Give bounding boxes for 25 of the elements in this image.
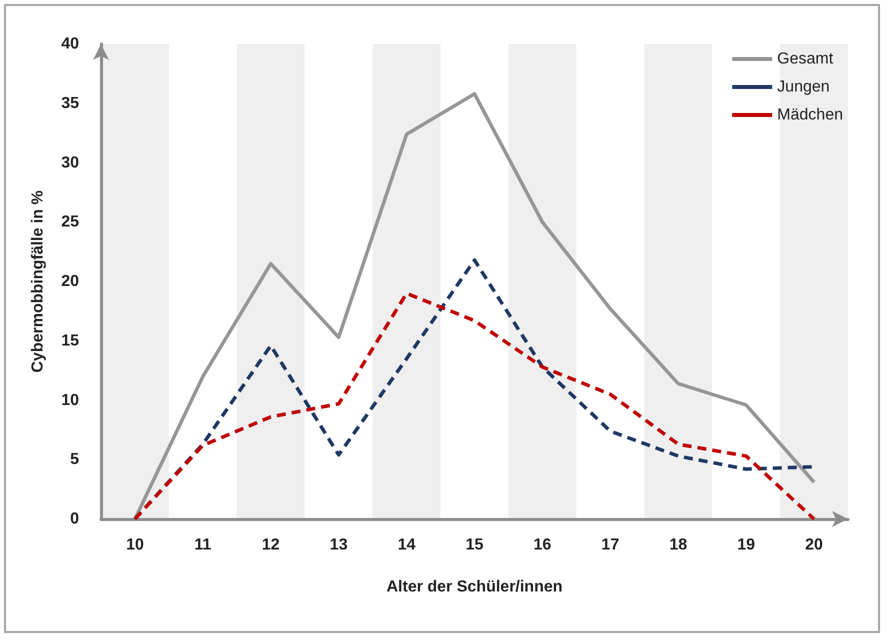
x-tick-label: 15 — [466, 536, 484, 554]
x-tick-label: 19 — [737, 536, 756, 554]
x-tick-label: 20 — [805, 536, 824, 554]
x-tick-label: 18 — [669, 536, 688, 554]
y-tick-label: 35 — [61, 94, 80, 112]
legend-label: Gesamt — [777, 50, 834, 68]
y-tick-label: 5 — [70, 451, 80, 468]
y-tick-label: 30 — [61, 154, 80, 172]
x-tick-label: 12 — [262, 536, 280, 554]
legend-label: Mädchen — [777, 106, 844, 124]
y-tick-label: 0 — [70, 510, 80, 528]
x-tick-label: 13 — [330, 536, 348, 554]
x-tick-label: 14 — [398, 536, 416, 554]
x-axis-title: Alter der Schüler/innen — [386, 578, 563, 596]
y-tick-label: 20 — [61, 273, 80, 290]
y-axis-title: Cybermobbingfälle in % — [30, 190, 46, 373]
y-tick-label: 15 — [61, 332, 80, 350]
y-tick-label: 40 — [61, 36, 80, 52]
y-tick-label: 25 — [61, 214, 80, 231]
x-tick-label: 16 — [534, 536, 552, 554]
x-tick-label: 17 — [601, 536, 620, 554]
legend-label: Jungen — [777, 78, 830, 96]
x-tick-label: 10 — [126, 536, 144, 554]
x-tick-label: 11 — [194, 536, 212, 554]
y-tick-label: 10 — [61, 392, 80, 409]
